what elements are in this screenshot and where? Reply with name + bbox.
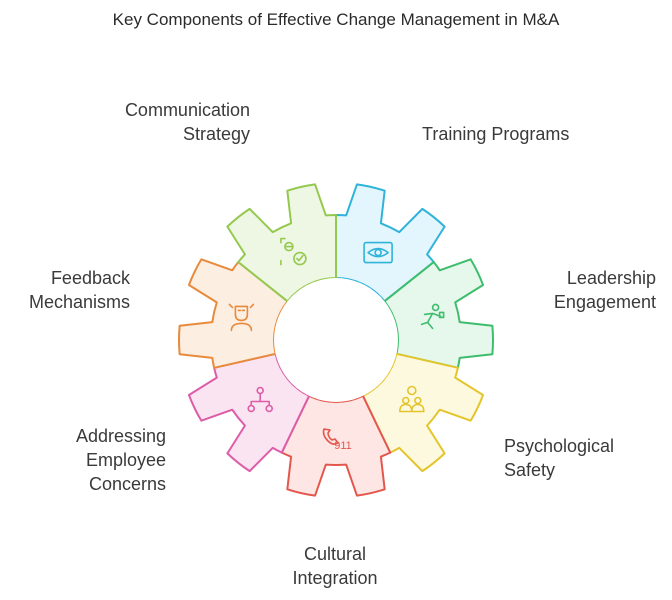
label-leadership-engagement: Leadership Engagement [553,268,656,312]
label-cultural-integration: Cultural Integration [292,544,378,588]
label-feedback-mechanisms: Feedback Mechanisms [28,268,130,312]
phone-911-icon [322,428,339,445]
icon-911-text: 911 [334,440,352,452]
feedback-check-icon [280,237,307,266]
people-lightbulb-icon [398,385,425,413]
person-presenting-icon [420,303,445,330]
label-training-programs: Training Programs [422,124,570,144]
label-psychological-safety: Psychological Safety [504,436,615,480]
eye-icon [363,241,393,264]
label-addressing-employee-concerns: Addressing Employee Concerns [75,426,166,494]
network-icon [247,386,274,413]
gear-center [274,278,398,402]
diagram-title: Key Components of Effective Change Manag… [112,10,560,29]
worried-person-icon [228,303,255,332]
label-communication-strategy: Communication Strategy [124,100,250,144]
